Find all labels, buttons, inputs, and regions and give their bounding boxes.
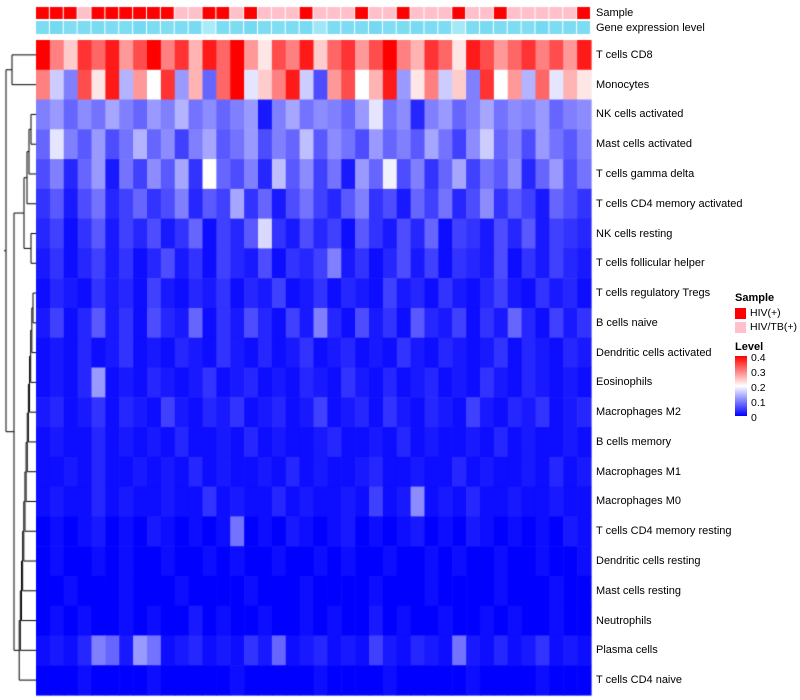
level-tick-label: 0	[751, 412, 757, 424]
level-tick-label: 0.1	[751, 397, 766, 409]
row-label: T cells CD4 memory resting	[596, 525, 732, 538]
legend-entry-hiv: HIV(+)	[735, 307, 799, 319]
row-label: Mast cells resting	[596, 584, 681, 597]
row-label: T cells regulatory Tregs	[596, 287, 711, 300]
row-label: T cells CD4 memory activated	[596, 197, 743, 210]
row-label: Macrophages M2	[596, 406, 681, 419]
hiv-label: HIV(+)	[750, 307, 781, 319]
legend: Sample HIV(+) HIV/TB(+) Level 0.4 0.3 0.2 0…	[735, 292, 799, 428]
hivtb-color-swatch	[735, 321, 746, 333]
row-label: B cells memory	[596, 435, 672, 448]
legend-level-title: Level	[735, 341, 764, 353]
hiv-color-swatch	[735, 307, 746, 319]
row-label: T cells follicular helper	[596, 257, 705, 270]
level-colorbar: 0.4 0.3 0.2 0.1 0	[735, 352, 799, 428]
row-label: T cells CD4 naive	[596, 674, 682, 687]
row-label: Eosinophils	[596, 376, 653, 389]
row-label: B cells naive	[596, 316, 658, 329]
annotation-label: Gene expression level	[596, 21, 705, 34]
row-label: Macrophages M0	[596, 495, 681, 508]
row-label: Monocytes	[596, 78, 650, 91]
row-label: Plasma cells	[596, 644, 658, 657]
row-label: NK cells activated	[596, 108, 684, 121]
level-tick-label: 0.2	[751, 382, 766, 394]
row-label: T cells gamma delta	[596, 167, 695, 180]
level-tick-label: 0.4	[751, 352, 766, 364]
row-label: Mast cells activated	[596, 138, 692, 151]
level-tick-label: 0.3	[751, 367, 766, 379]
row-label: Dendritic cells activated	[596, 346, 712, 359]
legend-entry-hivtb: HIV/TB(+)	[735, 321, 799, 333]
hivtb-label: HIV/TB(+)	[750, 321, 797, 333]
row-label: NK cells resting	[596, 227, 673, 240]
row-label: Macrophages M1	[596, 465, 681, 478]
row-label: T cells CD8	[596, 48, 653, 61]
row-label: Neutrophils	[596, 614, 652, 627]
annotation-label: Sample	[596, 7, 634, 19]
level-gradient-bar	[735, 356, 747, 416]
legend-sample-title: Sample	[735, 292, 775, 304]
row-label: Dendritic cells resting	[596, 555, 701, 568]
